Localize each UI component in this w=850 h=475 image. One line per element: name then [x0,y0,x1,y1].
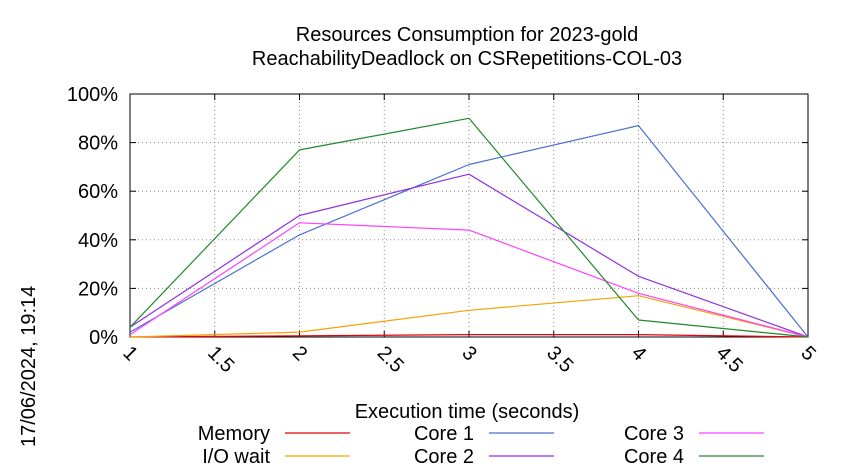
x-tick-label: 5 [796,342,819,365]
x-tick-label: 3 [457,342,480,365]
y-tick-label: 100% [67,84,118,106]
series-line-core-4 [129,117,809,338]
y-tick-label: 0% [89,327,118,349]
y-tick-label: 60% [78,181,118,203]
series-line-core-1 [129,124,809,338]
chart-title-line1: Resources Consumption for 2023-gold [296,24,638,46]
series-line-core-3 [129,222,809,338]
legend-label: Core 2 [414,446,474,468]
grid [130,94,808,337]
y-axis: 0% 20% 40% 60% 80% 100% [67,84,808,349]
legend-label: I/O wait [202,446,270,468]
y-tick-label: 20% [78,278,118,300]
x-tick-label: 4 [627,342,650,365]
series-lines [129,117,809,338]
series-line-memory [129,334,809,338]
x-tick-label: 2 [288,342,311,365]
chart-title-line2: ReachabilityDeadlock on CSRepetitions-CO… [252,48,682,70]
legend-label: Memory [198,423,270,445]
x-tick-label: 4.5 [712,342,747,377]
series-line-core-2 [129,173,809,338]
x-tick-label: 1 [118,342,141,365]
y-tick-label: 40% [78,230,118,252]
legend-label: Core 1 [414,423,474,445]
legend-label: Core 4 [624,446,684,468]
x-axis-label: Execution time (seconds) [355,401,580,423]
series-line-i-o-wait [129,295,809,338]
x-tick-label: 2.5 [373,342,408,377]
x-tick-label: 1.5 [203,342,238,377]
x-tick-label: 3.5 [542,342,577,377]
timestamp-label: 17/06/2024, 19:14 [18,286,40,447]
y-tick-label: 80% [78,133,118,155]
legend-label: Core 3 [624,423,684,445]
